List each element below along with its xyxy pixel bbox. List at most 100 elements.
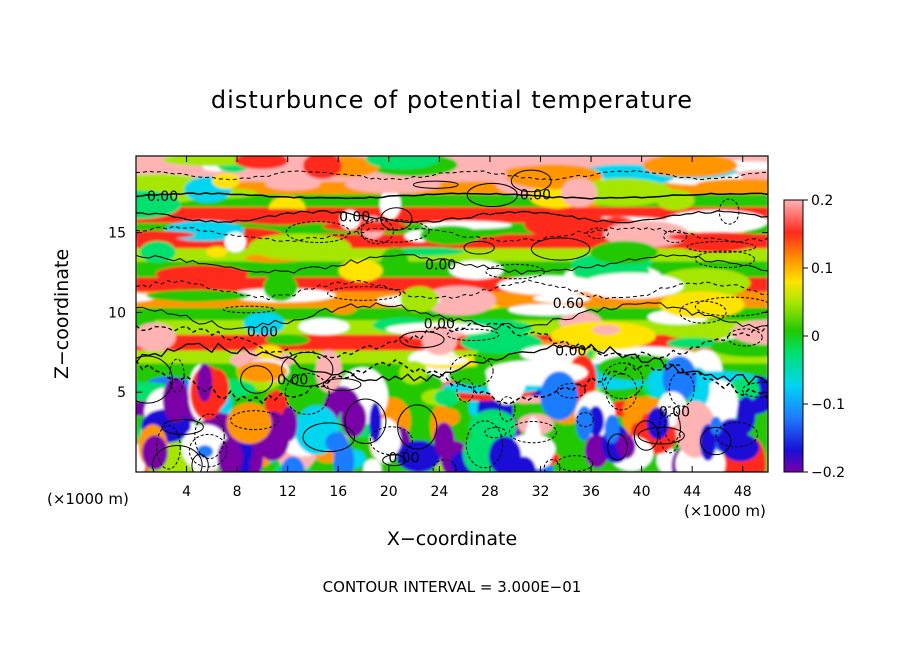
contour-loop — [357, 219, 430, 243]
contour-loop — [412, 180, 459, 189]
field-cell — [196, 445, 214, 459]
contour-loop — [399, 330, 445, 349]
x-tick-label: 48 — [734, 484, 752, 500]
contour-loop — [344, 398, 387, 445]
field-cell — [139, 240, 176, 263]
contour-loop — [715, 421, 759, 448]
contour-line — [136, 192, 768, 200]
contour-loop — [151, 444, 203, 472]
field-cell — [592, 324, 621, 335]
contour-label: 0.00 — [425, 258, 456, 274]
x-tick-label: 16 — [329, 484, 347, 500]
contour-label: 0.60 — [553, 296, 584, 312]
field-cell — [263, 273, 298, 302]
field-cell — [315, 349, 342, 393]
contour-line — [136, 302, 768, 331]
contour-loop — [556, 383, 586, 399]
x-tick-label: 12 — [279, 484, 297, 500]
contour-loop — [543, 459, 561, 472]
contour-loop — [456, 378, 475, 403]
contour-loop — [727, 328, 763, 347]
contour-label: 0.00 — [339, 210, 370, 226]
contour-loop — [607, 433, 628, 461]
contour-loop — [498, 396, 516, 422]
field-cell — [363, 458, 382, 472]
x-tick-label: 36 — [582, 484, 600, 500]
field-cell — [338, 259, 383, 282]
field-cell — [155, 265, 249, 283]
field-cell — [379, 188, 401, 220]
field-cell — [328, 301, 357, 315]
plot-frame — [135, 155, 769, 473]
contour-line — [136, 210, 768, 224]
contour-line — [136, 254, 768, 275]
x-tick-label: 32 — [532, 484, 550, 500]
contour-loop — [222, 305, 276, 314]
contour-loop — [240, 365, 274, 394]
contour-line — [136, 342, 768, 386]
contour-loop — [360, 218, 394, 245]
field-cell — [196, 363, 213, 402]
field-cell — [136, 190, 181, 219]
contour-loop — [136, 355, 173, 404]
field-cell — [696, 178, 768, 190]
field-cell — [441, 408, 460, 426]
field-cell — [248, 233, 352, 261]
field-cell — [540, 371, 579, 421]
field-cell — [217, 438, 243, 472]
contour-loop — [664, 413, 681, 442]
x-tick-label: 44 — [683, 484, 701, 500]
x-tick-label: 20 — [380, 484, 398, 500]
field-cell — [524, 212, 611, 239]
contour-label: 0.00 — [520, 187, 551, 203]
contour-loop — [668, 371, 695, 407]
contour-loop — [718, 198, 740, 225]
colorbar-gradient — [783, 199, 804, 473]
contour-loop — [576, 412, 594, 428]
field-cell — [623, 396, 645, 424]
colorbar: 0.2 0.1 0 −0.1 −0.2 — [783, 193, 845, 481]
field-cell — [226, 402, 272, 444]
contour-loop — [741, 381, 768, 399]
colorbar-tick-label: −0.1 — [811, 397, 845, 413]
colorbar-ticks: 0.2 0.1 0 −0.1 −0.2 — [803, 193, 845, 481]
contour-loop — [694, 296, 768, 317]
contour-interval-note: CONTOUR INTERVAL = 3.000E−01 — [322, 578, 582, 596]
field-cell — [579, 272, 684, 299]
contour-loop — [700, 426, 732, 456]
contour-loop — [663, 229, 688, 243]
field-cell — [420, 225, 481, 245]
field-cell — [699, 424, 716, 461]
contour-loop — [191, 453, 209, 472]
field-cell — [162, 377, 189, 423]
field-cell — [340, 399, 367, 438]
contour-loop — [465, 420, 504, 469]
field-cell — [460, 331, 543, 354]
secondary-unit-label: (×1000 m) — [684, 502, 766, 520]
x-tick-label: 28 — [481, 484, 499, 500]
field-cell — [488, 436, 522, 472]
contour-loop — [432, 459, 457, 472]
field-cell — [434, 388, 460, 407]
contour-loop — [484, 426, 507, 439]
contour-label: 0.00 — [277, 372, 308, 388]
contour-label: 0.00 — [388, 451, 419, 467]
field-cell — [265, 334, 310, 346]
field-cell — [561, 177, 597, 208]
field-cell — [234, 156, 289, 169]
contour-loop — [466, 182, 518, 208]
field-cell — [642, 156, 738, 178]
field-cell — [646, 407, 670, 440]
field-cell — [664, 209, 768, 234]
contour-loop — [463, 240, 495, 255]
field-cell — [224, 231, 247, 253]
field-cell — [146, 289, 250, 302]
contour-loop — [230, 410, 280, 431]
contour-label: 0.00 — [247, 325, 278, 341]
field-cell — [550, 321, 656, 351]
field-cell — [533, 293, 591, 304]
contour-labels: 0.00 0.00 0.00 0.00 0.60 0.00 0.00 0.00 0.00 0.00… — [147, 187, 690, 466]
field-cell — [136, 322, 176, 352]
contour-loop — [281, 351, 334, 387]
